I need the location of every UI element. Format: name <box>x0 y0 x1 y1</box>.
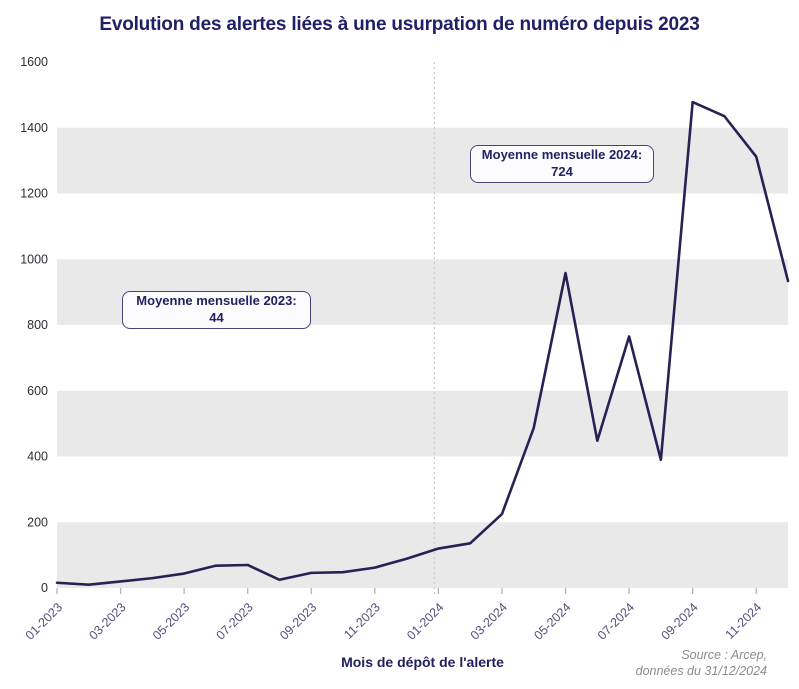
x-tick-label: 01-2023 <box>23 600 65 642</box>
x-tick-label: 09-2023 <box>277 600 319 642</box>
y-tick-label: 400 <box>27 450 48 464</box>
x-tick-label: 07-2023 <box>213 600 255 642</box>
x-tick-label: 05-2023 <box>150 600 192 642</box>
plot-band <box>57 127 788 194</box>
source-line-2: données du 31/12/2024 <box>635 664 767 679</box>
y-tick-label: 600 <box>27 384 48 398</box>
annotation-2024-value: 724 <box>551 164 573 179</box>
x-tick-label: 03-2023 <box>86 600 128 642</box>
y-tick-label: 1200 <box>20 187 48 201</box>
x-tick-label: 03-2024 <box>468 600 510 642</box>
x-tick-label: 05-2024 <box>531 600 573 642</box>
chart-title: Evolution des alertes liées à une usurpa… <box>99 14 700 35</box>
annotation-2023-value: 44 <box>209 310 224 325</box>
annotation-average-2023: Moyenne mensuelle 2023: 44 <box>122 291 311 329</box>
x-tick-label: 11-2023 <box>341 600 383 642</box>
x-tick-label: 01-2024 <box>404 600 446 642</box>
y-tick-label: 200 <box>27 515 48 529</box>
source-note: Source : Arcep, données du 31/12/2024 <box>467 647 767 680</box>
plot-band <box>57 390 788 457</box>
plot-band <box>57 522 788 588</box>
x-tick-label: 07-2024 <box>595 600 637 642</box>
y-tick-label: 1600 <box>20 55 48 69</box>
y-tick-label: 1000 <box>20 252 48 266</box>
x-tick-label: 11-2024 <box>723 600 765 642</box>
annotation-2024-label: Moyenne mensuelle 2024: <box>481 147 643 163</box>
data-line <box>55 100 790 587</box>
source-line-1: Source : Arcep, <box>681 648 767 662</box>
y-tick-label: 1400 <box>20 121 48 135</box>
x-tick-label: 09-2024 <box>658 600 700 642</box>
x-axis-title: Mois de dépôt de l'alerte <box>341 654 504 670</box>
annotation-average-2024: Moyenne mensuelle 2024: 724 <box>470 145 654 183</box>
y-tick-label: 800 <box>27 318 48 332</box>
annotation-2023-label: Moyenne mensuelle 2023: <box>136 293 297 309</box>
y-tick-label: 0 <box>41 581 48 595</box>
